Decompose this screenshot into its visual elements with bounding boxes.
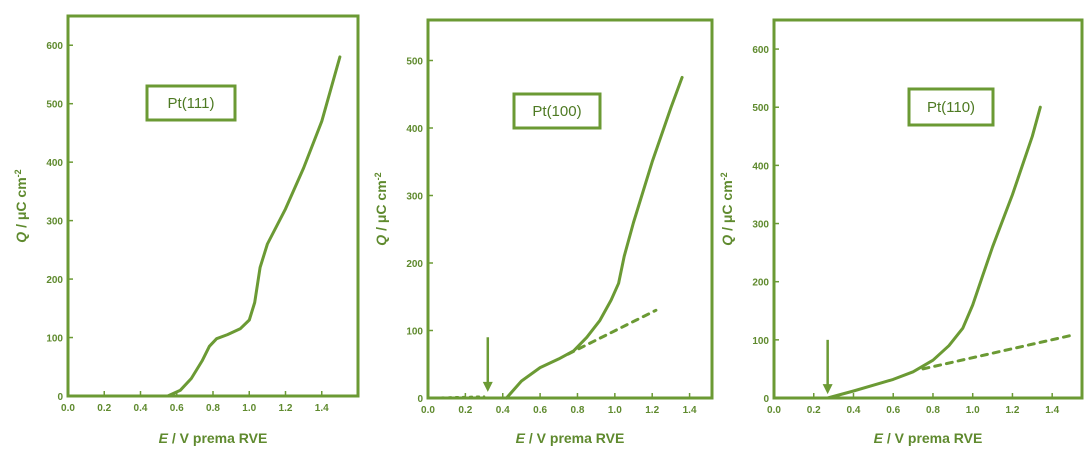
onset-arrow-head [482,381,493,392]
x-tick-label: 0.8 [206,403,220,414]
y-tick-label: 500 [406,57,423,68]
charge-curve [66,55,342,398]
chart-panel-1: 0.0 0.2 0.4 0.6 0.8 1.0 1.2 1.4 0 100 200 300 400 500… [13,14,360,446]
x-tick-label: 0.6 [170,403,184,414]
plot-frame [772,18,1084,400]
y-axis-title: Q / μC cm-2 [719,172,735,245]
x-tick-label: 0.4 [134,403,148,414]
x-tick-label: 1.4 [315,403,329,414]
panel-label-box [512,92,602,130]
x-tick-label: 1.4 [1045,405,1059,416]
y-tick-label: 400 [46,158,63,169]
linear-extrapolation-line [921,333,1074,371]
x-tick-label: 1.2 [1005,405,1019,416]
x-tick-label: 0.2 [458,405,472,416]
y-tick-label: 200 [752,278,769,289]
x-tick-label: 0.6 [886,405,900,416]
x-tick-label: 1.0 [608,405,622,416]
x-tick-label: 0.0 [61,403,75,414]
x-tick-label: 0.0 [767,405,781,416]
y-tick-label: 100 [46,334,63,345]
y-tick-label: 300 [46,217,63,228]
y-tick-label: 100 [752,336,769,347]
y-tick-label: 300 [406,192,423,203]
chart-panel-3: 0.0 0.2 0.4 0.6 0.8 1.0 1.2 1.4 0 100 200 300 400 500… [719,18,1084,446]
panel-label: Pt(100) [532,103,581,120]
plot-frame [426,18,714,400]
x-tick-label: 0.0 [421,405,435,416]
y-tick-label: 400 [406,124,423,135]
x-tick-label: 0.4 [847,405,861,416]
y-tick-label: 500 [46,100,63,111]
x-axis-title: E / V prema RVE [874,430,983,446]
y-tick-label: 600 [752,45,769,56]
baseline-dotted-line [426,395,486,400]
charge-curve [826,105,1042,400]
y-tick-label: 0 [57,392,63,403]
y-axis-title: Q / μC cm-2 [13,169,29,242]
x-tick-label: 1.0 [966,405,980,416]
panel-label: Pt(111) [168,95,215,112]
y-axis-title: Q / μC cm-2 [373,172,389,245]
x-tick-label: 0.8 [571,405,585,416]
panel-label-box [907,87,995,127]
chart-panel-2: 0.0 0.2 0.4 0.6 0.8 1.0 1.2 1.4 0 100 200 300 400 500… [373,18,714,446]
x-tick-label: 1.2 [279,403,293,414]
y-tick-label: 300 [752,220,769,231]
onset-arrow-head [822,384,833,395]
panel-label-box [145,84,237,122]
x-tick-label: 0.2 [97,403,111,414]
x-tick-label: 1.0 [242,403,256,414]
linear-extrapolation-line [566,308,658,356]
y-tick-label: 0 [417,394,423,405]
y-tick-label: 0 [763,394,769,405]
x-axis-title: E / V prema RVE [159,430,268,446]
y-tick-label: 100 [406,327,423,338]
charge-curve [505,75,684,400]
x-tick-label: 0.2 [807,405,821,416]
x-tick-label: 0.4 [496,405,510,416]
x-tick-label: 1.2 [645,405,659,416]
y-tick-label: 200 [406,259,423,270]
y-tick-label: 600 [46,41,63,52]
y-tick-label: 500 [752,103,769,114]
x-tick-label: 0.8 [926,405,940,416]
y-tick-label: 400 [752,161,769,172]
y-tick-label: 200 [46,275,63,286]
x-tick-label: 1.4 [683,405,697,416]
x-tick-label: 0.6 [533,405,547,416]
panel-label: Pt(110) [927,99,975,116]
x-axis-title: E / V prema RVE [516,430,625,446]
plot-frame [66,14,360,398]
